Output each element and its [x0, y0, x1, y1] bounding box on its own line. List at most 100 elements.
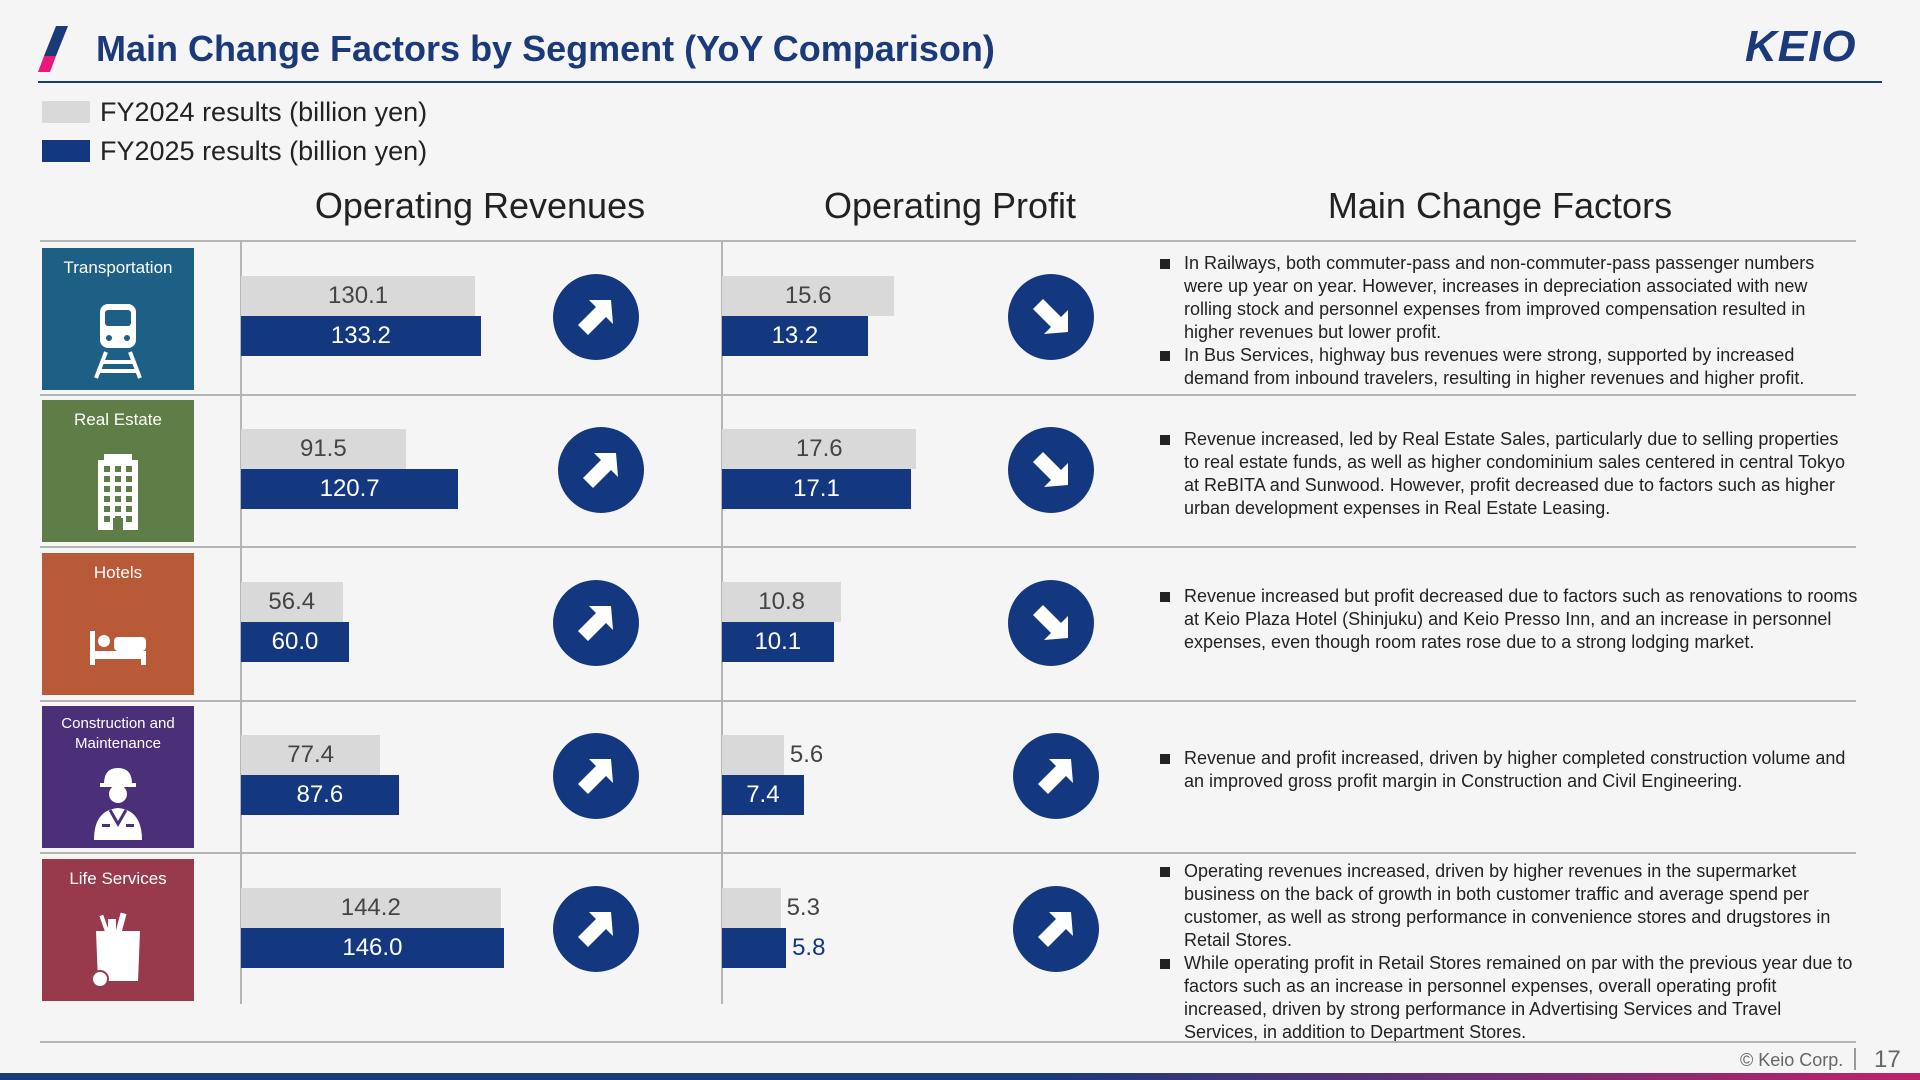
- profit-bar-fy2024: [722, 429, 917, 469]
- building-icon: [88, 452, 148, 532]
- title-divider: [38, 81, 1882, 83]
- revenue-value-fy2025: 133.2: [330, 322, 391, 349]
- profit-bar-fy2025: [722, 469, 911, 509]
- title-accent-icon: [38, 26, 68, 72]
- revenue-bar-fy2024: [241, 429, 406, 469]
- segment-label: Transportation: [63, 258, 173, 277]
- factor-bullet: In Railways, both commuter-pass and non-…: [1158, 252, 1858, 344]
- footer-band: [0, 1073, 1920, 1080]
- segment-tile: Life Services: [42, 859, 194, 1001]
- legend-swatch-fy2024: [42, 101, 90, 123]
- bed-icon: [88, 605, 148, 685]
- profit-bar-fy2024: [722, 276, 895, 316]
- legend-label-fy2024: FY2024 results (billion yen): [100, 96, 428, 127]
- arrow-down-right-icon: [1008, 427, 1094, 513]
- page-title: Main Change Factors by Segment (YoY Comp…: [96, 28, 995, 69]
- profit-bar-fy2024: [722, 582, 842, 622]
- change-factors: Operating revenues increased, driven by …: [1158, 860, 1858, 1044]
- arrow-up-right-icon: [553, 274, 639, 360]
- grocery-bag-icon: [88, 911, 148, 991]
- arrow-up-right-icon: [553, 733, 639, 819]
- revenue-bar-fy2024: [241, 276, 476, 316]
- train-icon: [88, 300, 148, 380]
- factor-bullet: In Bus Services, highway bus revenues we…: [1158, 344, 1858, 390]
- worker-icon: [88, 762, 148, 842]
- arrow-down-right-icon: [1008, 580, 1094, 666]
- profit-value-fy2025: 7.4: [746, 781, 780, 808]
- row-divider: [40, 700, 1856, 702]
- row-divider: [40, 240, 1856, 242]
- segment-label: Hotels: [93, 563, 143, 582]
- revenue-value-fy2025: 146.0: [342, 934, 403, 961]
- revenue-value-fy2024: 130.1: [328, 282, 389, 309]
- factor-bullet: Revenue increased but profit decreased d…: [1158, 585, 1858, 654]
- factor-bullet: While operating profit in Retail Stores …: [1158, 952, 1858, 1044]
- keio-logo: KEIO: [1745, 22, 1857, 71]
- column-header-profit: Operating Profit: [823, 185, 1077, 226]
- profit-bar-fy2024: [722, 888, 781, 928]
- arrow-up-right-icon: [553, 886, 639, 972]
- revenue-bar-fy2025: [241, 775, 399, 815]
- revenue-value-fy2025: 120.7: [319, 475, 380, 502]
- change-factors: Revenue increased but profit decreased d…: [1158, 585, 1858, 654]
- legend-item-fy2024: FY2024 results (billion yen): [42, 97, 427, 127]
- revenue-bar-fy2025: [241, 469, 459, 509]
- profit-value-fy2025: 10.1: [754, 628, 802, 655]
- profit-value-fy2024: 5.3: [786, 894, 820, 921]
- row-divider: [40, 852, 1856, 854]
- column-header-revenues: Operating Revenues: [314, 185, 646, 226]
- segment-label: Construction and Maintenance: [61, 715, 175, 752]
- segment-tile: Transportation: [42, 248, 194, 390]
- revenue-bar-fy2024: [241, 888, 501, 928]
- profit-bar-fy2025: [722, 775, 804, 815]
- factor-bullet: Revenue and profit increased, driven by …: [1158, 747, 1858, 793]
- page-number: 17: [1874, 1046, 1901, 1073]
- profit-bar-fy2024: [722, 735, 784, 775]
- legend-item-fy2025: FY2025 results (billion yen): [42, 136, 427, 166]
- footer-divider: [40, 1041, 1856, 1043]
- profit-value-fy2024: 17.6: [795, 435, 843, 462]
- revenue-value-fy2024: 77.4: [287, 741, 335, 768]
- footer-copyright: © Keio Corp.: [1740, 1050, 1844, 1070]
- revenue-bar-fy2025: [241, 622, 349, 662]
- arrow-up-right-icon: [1013, 886, 1099, 972]
- row-divider: [40, 394, 1856, 396]
- factor-bullet: Operating revenues increased, driven by …: [1158, 860, 1858, 952]
- profit-bar-fy2025: [722, 316, 868, 356]
- revenue-bar-fy2025: [241, 316, 481, 356]
- legend-label-fy2025: FY2025 results (billion yen): [100, 135, 428, 166]
- segment-tile: Real Estate: [42, 400, 194, 542]
- profit-value-fy2025: 17.1: [793, 475, 840, 502]
- revenue-value-fy2024: 56.4: [268, 588, 316, 615]
- factor-bullet: Revenue increased, led by Real Estate Sa…: [1158, 428, 1858, 520]
- legend-swatch-fy2025: [42, 140, 90, 162]
- revenue-bar-fy2024: [241, 735, 381, 775]
- arrow-down-right-icon: [1008, 274, 1094, 360]
- revenue-value-fy2024: 91.5: [299, 435, 347, 462]
- segment-label: Real Estate: [74, 410, 162, 429]
- arrow-up-right-icon: [558, 427, 644, 513]
- profit-value-fy2024: 5.6: [789, 741, 824, 768]
- revenue-value-fy2025: 87.6: [296, 781, 344, 808]
- column-header-factors: Main Change Factors: [1327, 185, 1673, 226]
- change-factors: Revenue increased, led by Real Estate Sa…: [1158, 428, 1858, 520]
- arrow-up-right-icon: [553, 580, 639, 666]
- revenue-value-fy2024: 144.2: [340, 894, 401, 921]
- segment-label: Life Services: [69, 869, 167, 888]
- row-divider: [40, 546, 1856, 548]
- segment-tile: Hotels: [42, 553, 194, 695]
- profit-value-fy2024: 15.6: [784, 282, 832, 309]
- revenue-value-fy2025: 60.0: [271, 628, 319, 655]
- profit-value-fy2024: 10.8: [758, 588, 806, 615]
- revenue-bar-fy2024: [241, 582, 343, 622]
- profit-value-fy2025: 5.8: [792, 934, 826, 961]
- profit-bar-fy2025: [722, 928, 787, 968]
- change-factors: In Railways, both commuter-pass and non-…: [1158, 252, 1858, 390]
- change-factors: Revenue and profit increased, driven by …: [1158, 747, 1858, 793]
- revenue-bar-fy2025: [241, 928, 504, 968]
- profit-bar-fy2025: [722, 622, 834, 662]
- footer-separator: [1854, 1048, 1856, 1070]
- profit-value-fy2025: 13.2: [771, 322, 819, 349]
- segment-tile: Construction and Maintenance: [42, 706, 194, 848]
- arrow-up-right-icon: [1013, 733, 1099, 819]
